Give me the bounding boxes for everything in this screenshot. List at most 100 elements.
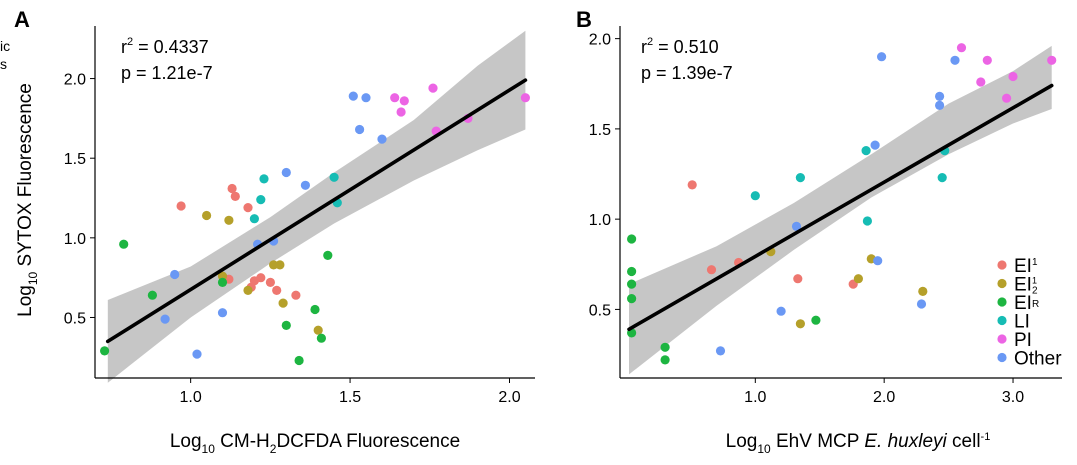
data-point-other — [935, 91, 945, 101]
data-point-ei1 — [256, 273, 266, 283]
data-point-eir — [627, 266, 637, 277]
data-point-ei1 — [706, 265, 717, 275]
y-tick-label: 0.5 — [64, 310, 86, 327]
data-point-pi — [982, 55, 992, 65]
r2-annotation: r2 = 0.4337 — [121, 36, 209, 57]
data-point-pi — [428, 83, 438, 93]
data-point-eir — [281, 320, 291, 330]
ci-band-area — [107, 30, 526, 383]
data-point-eir — [310, 304, 320, 315]
data-point-eir — [100, 346, 110, 356]
confidence-band — [107, 30, 526, 383]
data-point-other — [300, 180, 310, 190]
data-point-other — [348, 91, 358, 101]
r2-annotation: r2 = 0.510 — [641, 36, 719, 57]
data-point-other — [377, 134, 387, 144]
y-tick-label: 1.0 — [589, 212, 611, 229]
data-point-eir — [811, 315, 821, 325]
data-point-ei2 — [269, 260, 279, 270]
data-point-ei2 — [278, 298, 288, 308]
data-point-pi — [976, 77, 986, 87]
axes: 0.5 1.0 1.5 2.0 1.0 2.0 3.0 — [589, 26, 1062, 406]
data-point-other — [217, 308, 228, 318]
data-point-ei2 — [224, 215, 234, 225]
data-point-li — [862, 216, 873, 226]
data-point-eir — [294, 355, 304, 366]
crop-fragment-2: s — [0, 56, 7, 72]
x-tick-label: 1.5 — [339, 389, 361, 406]
data-point-pi — [396, 107, 406, 117]
scatter-points — [627, 43, 1057, 365]
scatter-points — [100, 83, 531, 366]
data-point-li — [795, 173, 806, 183]
data-point-other — [791, 221, 802, 231]
data-point-pi — [520, 93, 531, 103]
data-point-li — [329, 172, 339, 182]
data-point-li — [259, 174, 269, 184]
data-point-ei2 — [202, 210, 212, 221]
data-point-ei2 — [217, 271, 228, 281]
data-point-pi — [390, 93, 400, 103]
y-tick-label: 2.0 — [64, 72, 86, 89]
data-point-eir — [119, 239, 129, 249]
y-tick-label: 0.5 — [589, 302, 611, 319]
x-tick-label: 2.0 — [873, 389, 895, 406]
data-point-pi — [1002, 93, 1012, 103]
x-tick-label: 3.0 — [1002, 389, 1024, 406]
data-point-eir — [323, 250, 333, 260]
legend-label-pi: PI — [1014, 330, 1032, 351]
data-point-pi — [399, 96, 409, 106]
legend-swatch-li — [997, 315, 1007, 326]
legend-swatch-other — [997, 352, 1007, 363]
panel-label-a: A — [14, 7, 30, 32]
x-axis-title: Log10 CM-H2DCFDA Fluorescence — [170, 431, 460, 456]
panel-label-b: B — [576, 7, 592, 32]
fit-line — [627, 83, 1054, 332]
legend-label-ei2: EI1 2 — [1014, 275, 1038, 297]
legend-label-li: LI — [1014, 312, 1030, 333]
data-point-li — [249, 214, 259, 224]
data-point-other — [281, 167, 291, 178]
data-point-other — [170, 269, 180, 280]
data-point-li — [937, 173, 947, 183]
data-point-other — [355, 124, 365, 135]
data-point-li — [861, 146, 871, 156]
x-tick-label: 1.0 — [180, 389, 202, 406]
crop-fragment-1: ic — [0, 38, 10, 54]
data-point-eir — [627, 279, 637, 289]
y-tick-label: 1.5 — [64, 151, 86, 168]
data-point-eir — [217, 277, 228, 287]
x-tick-label: 2.0 — [498, 389, 520, 406]
data-point-ei2 — [275, 260, 285, 270]
p-value-annotation: p = 1.39e-7 — [641, 63, 733, 83]
data-point-other — [192, 349, 202, 359]
legend-label-other: Other — [1014, 349, 1062, 370]
p-value-annotation: p = 1.21e-7 — [121, 63, 213, 83]
data-point-pi — [956, 43, 967, 53]
data-point-eir — [660, 355, 670, 365]
legend-label-eir: EIR — [1014, 293, 1039, 314]
data-point-eir — [627, 234, 637, 244]
y-tick-label: 2.0 — [589, 32, 611, 49]
data-point-other — [877, 52, 887, 62]
ci-band-area — [629, 45, 1052, 375]
data-point-eir — [660, 342, 670, 352]
data-point-pi — [1047, 55, 1057, 65]
data-point-ei1 — [687, 180, 697, 190]
data-point-other — [870, 140, 880, 150]
data-point-li — [256, 195, 266, 205]
data-point-ei2 — [243, 285, 253, 295]
data-point-eir — [627, 294, 637, 304]
regression-line — [627, 83, 1054, 332]
data-point-ei1 — [793, 274, 803, 284]
data-point-ei1 — [227, 183, 237, 194]
data-point-other — [916, 299, 927, 309]
legend-swatch-eir — [997, 297, 1007, 307]
data-point-eir — [147, 290, 157, 300]
data-point-other — [361, 93, 371, 103]
data-point-other — [873, 256, 883, 266]
panel-b: B 0.5 1.0 1.5 2.0 1.0 2.0 3.0 r2 = 0.510 p = 1… — [576, 7, 1062, 456]
legend-swatch-pi — [997, 334, 1007, 344]
data-point-ei2 — [853, 274, 864, 284]
